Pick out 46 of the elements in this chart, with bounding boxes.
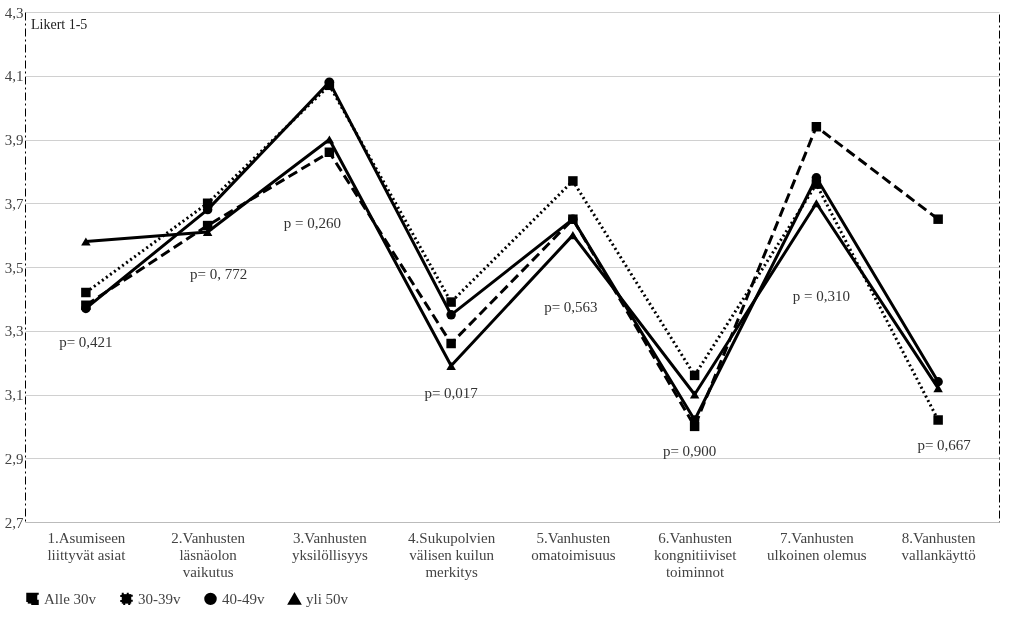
annotation: p= 0,563 <box>544 299 598 315</box>
y-tick-label: 3,7 <box>4 195 24 212</box>
point <box>689 370 700 381</box>
annotation: p = 0,260 <box>283 215 341 231</box>
point <box>568 231 578 240</box>
x-tick-label: 8.Vanhusten vallankäyttö <box>901 529 976 563</box>
annotation: Likert 1-5 <box>31 17 88 32</box>
y-tick-label: 4,3 <box>4 4 24 21</box>
x-tick-label: 4.Sukupolvien välisen kuilun merkitys <box>408 529 496 580</box>
point <box>446 297 456 307</box>
y-tick-label: 3,3 <box>4 323 24 340</box>
x-tick-label: 2.Vanhusten läsnäolon vaikutus <box>171 529 246 580</box>
annotation: p = 0,310 <box>792 288 850 304</box>
legend-label: 30-39v <box>138 590 181 607</box>
point <box>81 287 91 298</box>
annotation: p= 0,900 <box>662 443 717 459</box>
y-tick-label: 2,9 <box>4 450 24 467</box>
point <box>933 214 943 224</box>
annotation: p= 0,421 <box>59 334 113 350</box>
x-tick-label: 5.Vanhusten omatoimisuus <box>531 529 616 563</box>
y-tick-label: 2,7 <box>4 514 24 531</box>
point <box>811 122 822 132</box>
point <box>446 310 456 320</box>
y-tick-label: 3,5 <box>4 259 24 276</box>
point <box>446 338 456 349</box>
y-tick-label: 3,1 <box>4 387 24 403</box>
point <box>811 199 822 208</box>
annotation: p= 0,017 <box>424 385 479 401</box>
legend-label: Alle 30v <box>44 590 97 607</box>
point <box>446 361 456 370</box>
x-tick-label: 6.Vanhusten kongnitiiviset toiminnot <box>653 529 738 580</box>
x-tick-label: 3.Vanhusten yksilöllisyys <box>291 529 368 563</box>
x-tick-label: 7.Vanhusten ulkoinen olemus <box>767 529 867 563</box>
y-tick-label: 4,1 <box>4 68 24 85</box>
legend-label: 40-49v <box>222 590 265 607</box>
point <box>324 147 335 157</box>
annotation: p= 0,667 <box>917 437 972 453</box>
x-tick-label: 1.Asumiseen liittyvät asiat <box>47 529 127 563</box>
point <box>568 176 578 186</box>
point <box>933 377 943 387</box>
y-tick-label: 3,9 <box>4 132 24 148</box>
point <box>81 237 91 246</box>
legend-label: yli 50v <box>306 591 349 608</box>
point <box>689 390 700 399</box>
point <box>933 415 943 425</box>
annotation: p= 0, 772 <box>190 266 248 282</box>
